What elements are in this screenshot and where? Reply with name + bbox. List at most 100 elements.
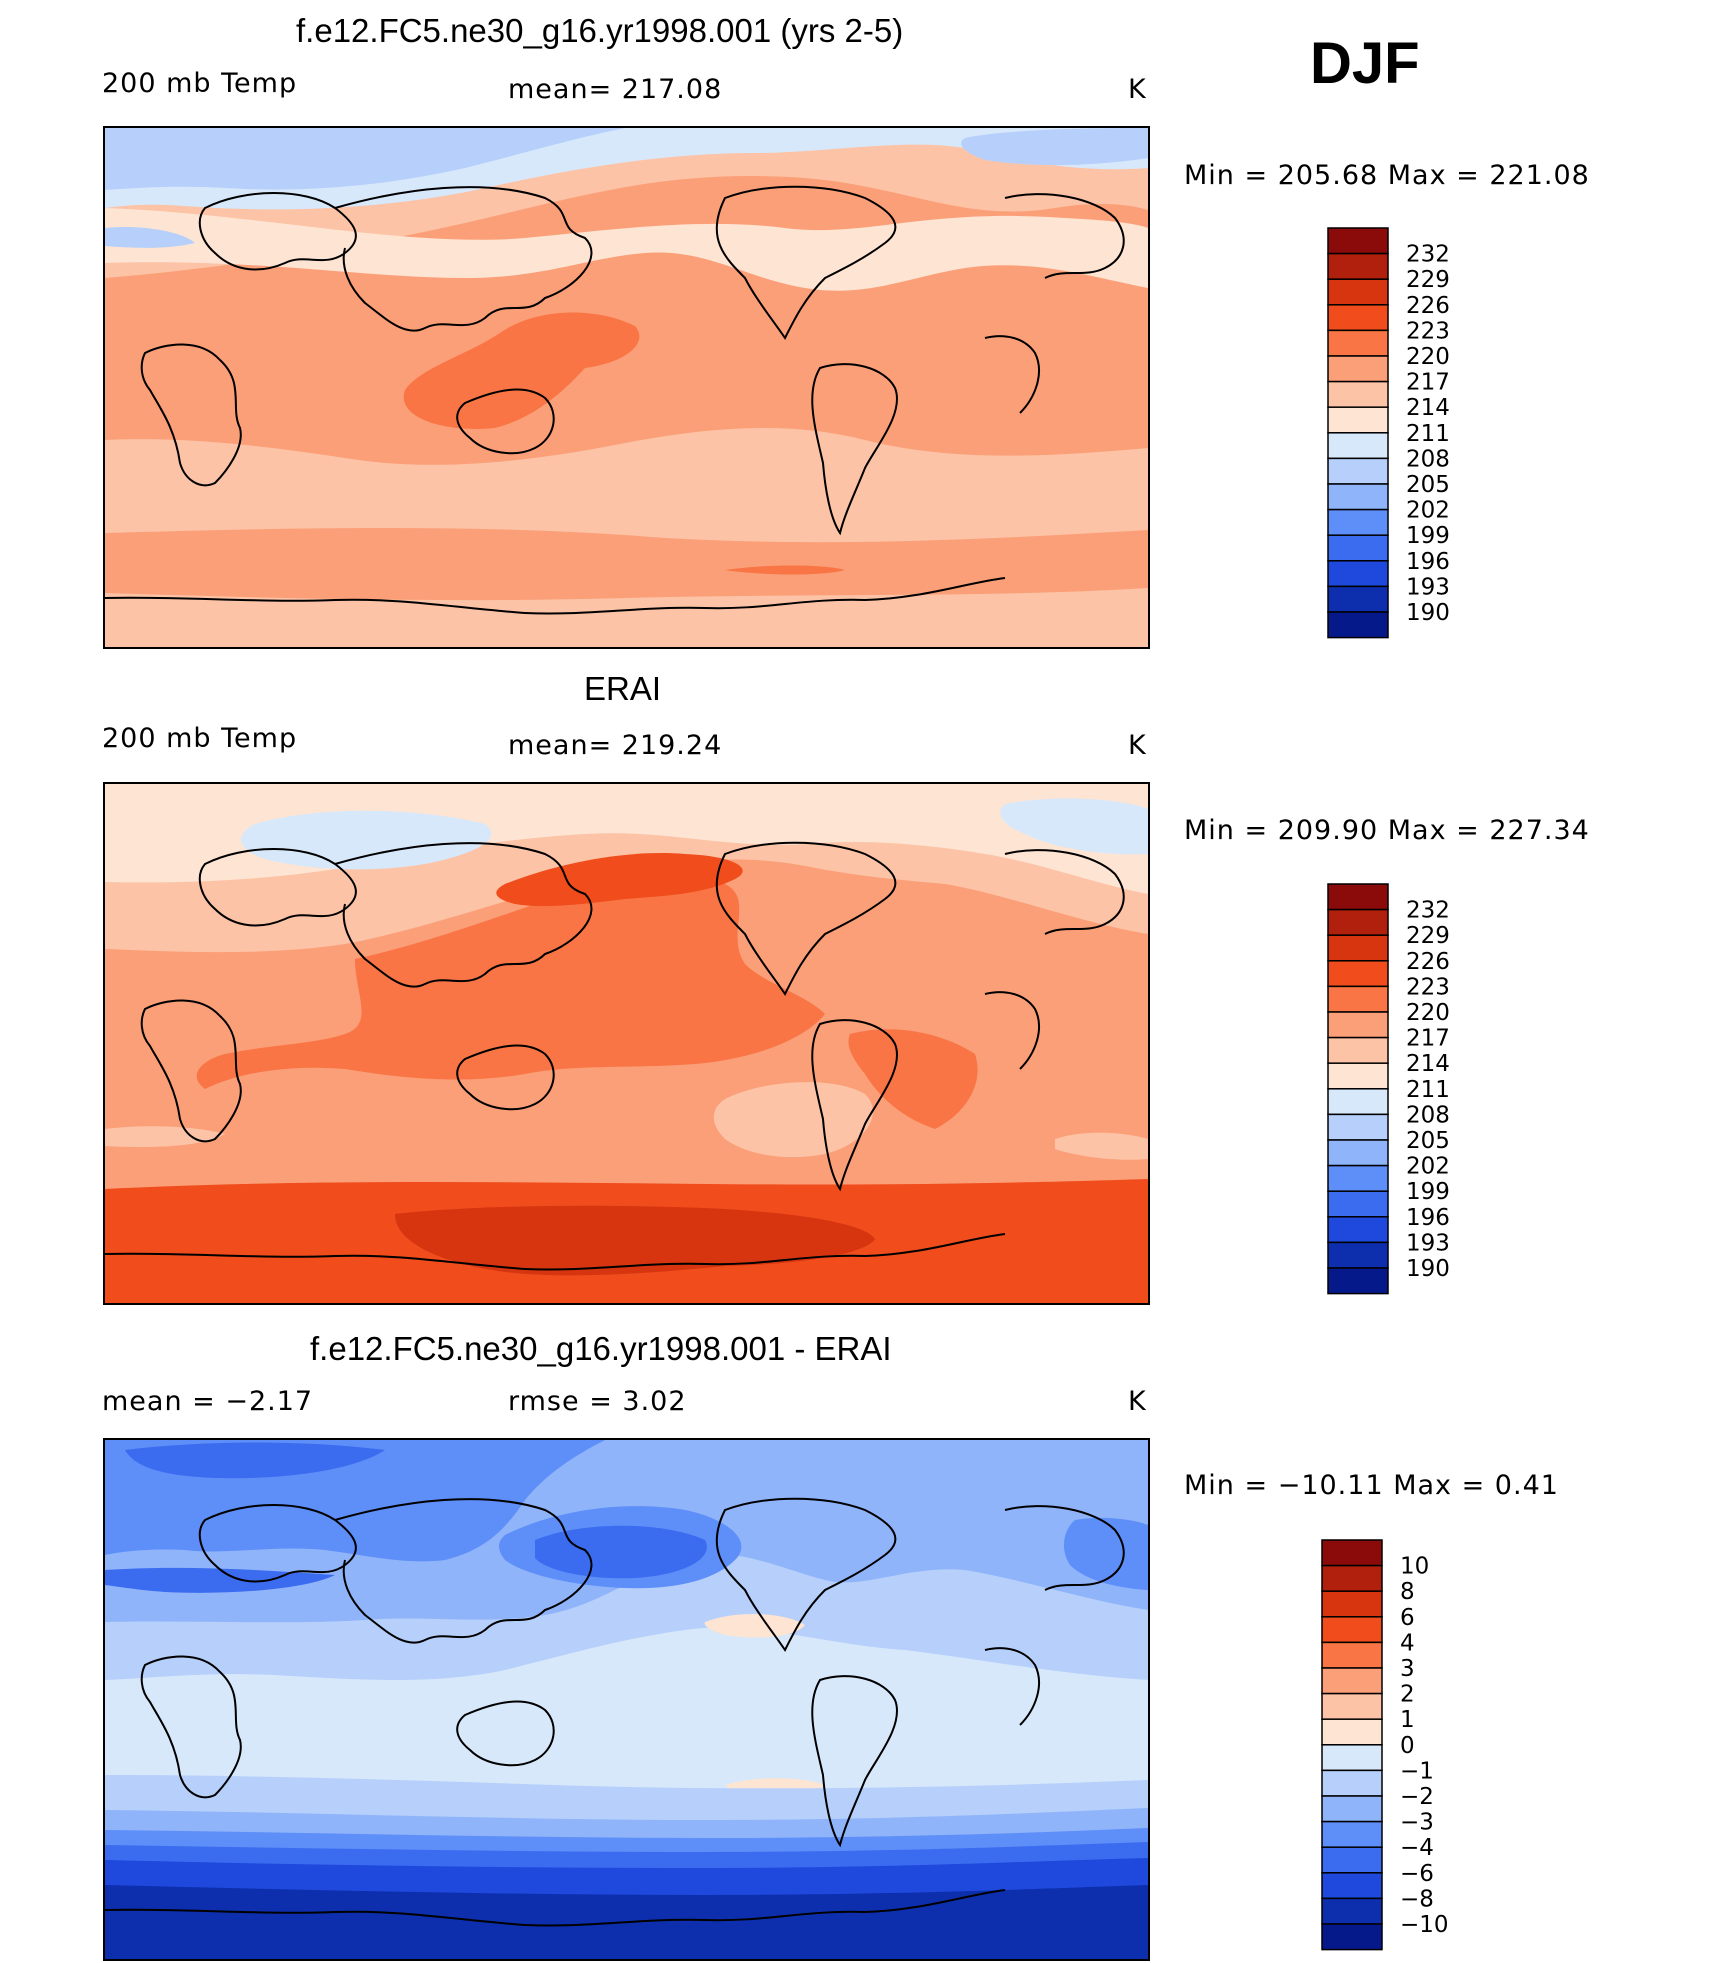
panel-diff-units: K xyxy=(1128,1386,1147,1417)
colorbar-swatch xyxy=(1327,934,1389,962)
panel-obs-mean-label: mean= 219.24 xyxy=(508,730,723,761)
contour-205-208-c xyxy=(105,227,195,248)
colorbar-tick-label: 202 xyxy=(1406,1154,1450,1180)
colorbar-tick-label: 208 xyxy=(1406,446,1450,472)
colorbar-swatch xyxy=(1321,1692,1383,1720)
colorbar-swatch xyxy=(1327,960,1389,988)
panel-model-left-label: 200 mb Temp xyxy=(102,68,298,99)
colorbar-swatch xyxy=(1327,1267,1389,1295)
colorbar-tick-label: 190 xyxy=(1406,1256,1450,1282)
colorbar-swatch xyxy=(1321,1846,1383,1874)
colorbar-swatch xyxy=(1327,355,1389,383)
colorbar-tick-label: 223 xyxy=(1406,318,1450,344)
colorbar-tick-label: −3 xyxy=(1400,1810,1434,1836)
colorbar-tick-label: 217 xyxy=(1406,370,1450,396)
contour-205-208 xyxy=(105,128,625,190)
colorbar-swatch xyxy=(1321,1590,1383,1618)
colorbar-tick-label: 232 xyxy=(1406,898,1450,924)
panel-diff-colorbar: 10 8 6 4 3 2 1 0 −1 −2 −3 −4 −6 −8 −10 xyxy=(1321,1538,1522,1958)
coastline-antarctica xyxy=(105,1233,1006,1271)
contour-214-217-patch-b xyxy=(105,1126,225,1148)
colorbar-tick-label: 3 xyxy=(1400,1656,1415,1682)
colorbar-tick-label: 199 xyxy=(1406,1179,1450,1205)
colorbar-tick-label: 193 xyxy=(1406,574,1450,600)
panel-model-mean-label: mean= 217.08 xyxy=(508,74,723,105)
colorbar-swatch xyxy=(1327,457,1389,485)
colorbar-tick-label: 190 xyxy=(1406,600,1450,626)
contour-0-1 xyxy=(704,1614,805,1638)
colorbar-swatch xyxy=(1327,406,1389,434)
colorbar-swatch xyxy=(1321,1564,1383,1592)
colorbar-tick-label: 220 xyxy=(1406,1000,1450,1026)
contour-223-226 xyxy=(496,853,743,907)
coastline-antarctica xyxy=(105,1889,1006,1927)
panel-diff-map xyxy=(103,1438,1150,1961)
colorbar-swatch xyxy=(1327,483,1389,511)
coastlines xyxy=(140,841,1125,1192)
colorbar-swatch xyxy=(1327,1164,1389,1192)
contour-214-217-patch xyxy=(713,1082,873,1158)
contour-220-223 xyxy=(403,312,640,429)
colorbar-swatch xyxy=(1321,1539,1383,1567)
colorbar-tick-label: −1 xyxy=(1400,1758,1434,1784)
colorbar-tick-label: −6 xyxy=(1400,1861,1434,1887)
colorbar-tick-label: 202 xyxy=(1406,498,1450,524)
colorbar-swatch xyxy=(1321,1616,1383,1644)
colorbar-tick-label: 196 xyxy=(1406,1205,1450,1231)
coastline-antarctica xyxy=(105,577,1006,615)
colorbar-swatch xyxy=(1321,1744,1383,1772)
colorbar-tick-label: 214 xyxy=(1406,1051,1450,1077)
colorbar-swatch xyxy=(1327,227,1389,255)
panel-obs-colorbar: 232 229 226 223 220 217 214 211 208 205 202 199 196 1… xyxy=(1327,882,1528,1302)
panel-obs-minmax: Min = 209.90 Max = 227.34 xyxy=(1184,815,1590,846)
colorbar-tick-label: 229 xyxy=(1406,923,1450,949)
colorbar-swatch xyxy=(1327,252,1389,280)
season-label: DJF xyxy=(1310,31,1420,96)
panel-model-minmax: Min = 205.68 Max = 221.08 xyxy=(1184,160,1590,191)
colorbar-tick-label: 196 xyxy=(1406,549,1450,575)
contour-220-223-b xyxy=(848,1029,978,1129)
panel-obs-map xyxy=(103,782,1150,1305)
contour-208-211 xyxy=(241,810,492,870)
colorbar-tick-label: 1 xyxy=(1400,1707,1415,1733)
colorbar-swatch xyxy=(1327,1113,1389,1141)
colorbar-swatch xyxy=(1327,1139,1389,1167)
colorbar-tick-label: 199 xyxy=(1406,523,1450,549)
panel-model-colorbar: 232 229 226 223 220 217 214 211 208 205 202 199 196 1… xyxy=(1327,226,1528,646)
colorbar-swatch xyxy=(1327,883,1389,911)
contour-211-214 xyxy=(105,208,1148,291)
colorbar-swatch xyxy=(1327,1190,1389,1218)
colorbar-tick-label: 226 xyxy=(1406,949,1450,975)
colorbar-swatch xyxy=(1327,1011,1389,1039)
colorbar-tick-label: 229 xyxy=(1406,267,1450,293)
colorbar-swatch xyxy=(1321,1872,1383,1900)
contour-217-220-south xyxy=(105,528,1148,601)
colorbar-swatch xyxy=(1321,1897,1383,1925)
colorbar-swatch xyxy=(1327,278,1389,306)
panel-model-units: K xyxy=(1128,74,1147,105)
colorbar-tick-label: 0 xyxy=(1400,1733,1415,1759)
colorbar-swatch xyxy=(1321,1820,1383,1848)
panel-obs-left-label: 200 mb Temp xyxy=(102,723,298,754)
colorbar-tick-label: 6 xyxy=(1400,1605,1415,1631)
contour-220-223 xyxy=(196,873,826,1089)
colorbar-swatch xyxy=(1327,1036,1389,1064)
contour-minus6-minus4 xyxy=(125,1442,385,1479)
contour-minus6-minus4-c xyxy=(105,1567,335,1593)
panel-obs-units: K xyxy=(1128,730,1147,761)
colorbar-tick-label: 211 xyxy=(1406,1077,1450,1103)
colorbar-swatch xyxy=(1327,560,1389,588)
colorbar-tick-label: 208 xyxy=(1406,1102,1450,1128)
colorbar-tick-label: 226 xyxy=(1406,293,1450,319)
colorbar-swatch xyxy=(1327,1216,1389,1244)
contour-214-217-patch xyxy=(725,250,825,276)
colorbar-tick-label: 217 xyxy=(1406,1026,1450,1052)
colorbar-swatch xyxy=(1321,1769,1383,1797)
contour-220-223-streak xyxy=(725,565,845,575)
contour-205-208-b xyxy=(961,128,1148,166)
colorbar-swatch xyxy=(1327,380,1389,408)
colorbar-tick-label: −2 xyxy=(1400,1784,1434,1810)
colorbar-tick-label: −10 xyxy=(1400,1912,1449,1938)
contour-214-217-patch-c xyxy=(1055,1132,1148,1160)
colorbar-swatch xyxy=(1327,585,1389,613)
